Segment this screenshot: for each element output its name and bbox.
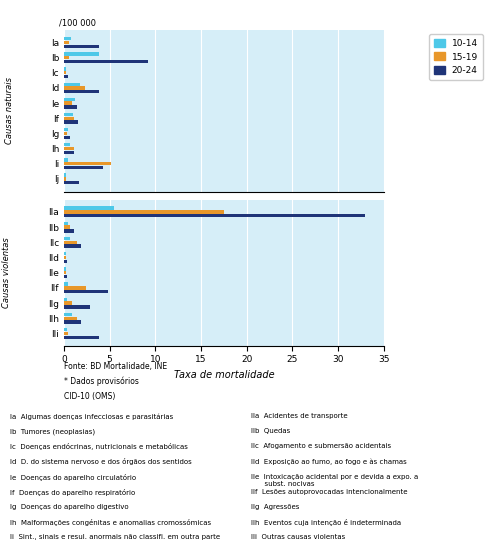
Text: IIf  Lesões autoprovocadas intencionalmente: IIf Lesões autoprovocadas intencionalmen…: [251, 489, 407, 495]
Bar: [64, 267, 66, 271]
Bar: [64, 271, 66, 274]
Bar: [64, 83, 80, 86]
Text: IId  Exposição ao fumo, ao fogo e às chamas: IId Exposição ao fumo, ao fogo e às cham…: [251, 458, 407, 465]
Legend: 10-14, 15-19, 20-24: 10-14, 15-19, 20-24: [429, 34, 483, 80]
Bar: [64, 86, 85, 90]
Bar: [64, 332, 67, 335]
Bar: [64, 117, 74, 120]
Bar: [64, 45, 99, 48]
Bar: [64, 241, 77, 244]
Bar: [64, 56, 68, 59]
Bar: [64, 41, 68, 44]
Text: IIc  Afogamento e submersão acidentais: IIc Afogamento e submersão acidentais: [251, 443, 391, 449]
Text: IIa  Acidentes de transporte: IIa Acidentes de transporte: [251, 413, 347, 419]
Text: Ib  Tumores (neoplasias): Ib Tumores (neoplasias): [10, 428, 95, 435]
Y-axis label: Causas violentas: Causas violentas: [2, 237, 11, 308]
Bar: [64, 37, 71, 40]
Bar: [64, 151, 74, 154]
Bar: [64, 147, 74, 150]
Bar: [64, 313, 72, 316]
Bar: [64, 143, 70, 146]
Text: /100 000: /100 000: [59, 18, 96, 27]
Text: Id  D. do sistema nervoso e dos órgãos dos sentidos: Id D. do sistema nervoso e dos órgãos do…: [10, 458, 191, 465]
Bar: [64, 245, 81, 248]
Bar: [64, 132, 67, 135]
Bar: [64, 286, 86, 289]
Text: IIi  Outras causas violentas: IIi Outras causas violentas: [251, 534, 345, 540]
Bar: [64, 290, 108, 293]
Bar: [64, 316, 77, 320]
Y-axis label: Causas naturais: Causas naturais: [4, 77, 14, 144]
Text: Ic  Doenças endócrinas, nutricionais e metabólicas: Ic Doenças endócrinas, nutricionais e me…: [10, 443, 188, 450]
Bar: [64, 320, 81, 324]
Bar: [64, 282, 67, 286]
Text: CID-10 (OMS): CID-10 (OMS): [64, 392, 115, 401]
Bar: [64, 60, 148, 63]
Text: If  Doenças do aparelho respiratório: If Doenças do aparelho respiratório: [10, 489, 135, 496]
Text: IIg  Agressões: IIg Agressões: [251, 504, 299, 510]
Bar: [64, 214, 366, 218]
Bar: [64, 177, 66, 180]
Bar: [64, 166, 103, 169]
Bar: [64, 113, 73, 116]
Bar: [64, 105, 77, 109]
Bar: [64, 252, 66, 255]
Bar: [64, 120, 78, 124]
Bar: [64, 102, 72, 105]
Bar: [64, 90, 99, 93]
Bar: [64, 162, 112, 165]
Bar: [64, 136, 70, 139]
Bar: [64, 336, 99, 339]
Text: Ii  Sint., sinais e resul. anormais não classifi. em outra parte: Ii Sint., sinais e resul. anormais não c…: [10, 534, 220, 540]
Bar: [64, 237, 70, 240]
Bar: [64, 225, 70, 229]
Bar: [64, 181, 79, 184]
Bar: [64, 210, 224, 214]
Bar: [64, 206, 114, 210]
Text: Ig  Doenças do aparelho digestivo: Ig Doenças do aparelho digestivo: [10, 504, 128, 510]
Bar: [64, 68, 66, 71]
Text: IIh  Eventos cuja intenção é indeterminada: IIh Eventos cuja intenção é indeterminad…: [251, 519, 401, 526]
Bar: [64, 98, 75, 101]
Bar: [64, 305, 90, 308]
Bar: [64, 298, 67, 301]
Bar: [64, 71, 66, 75]
Bar: [64, 275, 67, 278]
Bar: [64, 256, 66, 259]
Text: Ie  Doenças do aparelho circulatório: Ie Doenças do aparelho circulatório: [10, 474, 136, 481]
Bar: [64, 221, 67, 225]
Bar: [64, 158, 67, 161]
Text: IIb  Quedas: IIb Quedas: [251, 428, 290, 434]
Text: Fonte: BD Mortalidade, INE: Fonte: BD Mortalidade, INE: [64, 362, 167, 371]
Text: * Dados provisórios: * Dados provisórios: [64, 377, 139, 387]
Bar: [64, 52, 99, 56]
Bar: [64, 328, 67, 332]
Bar: [64, 229, 74, 233]
X-axis label: Taxa de mortalidade: Taxa de mortalidade: [174, 370, 274, 380]
Bar: [64, 75, 67, 78]
Text: Ia  Algumas doenças infecciosas e parasitárias: Ia Algumas doenças infecciosas e parasit…: [10, 413, 173, 420]
Bar: [64, 128, 67, 131]
Bar: [64, 173, 66, 177]
Text: Ih  Malformações congénitas e anomalias cromossómicas: Ih Malformações congénitas e anomalias c…: [10, 519, 211, 526]
Bar: [64, 301, 72, 305]
Bar: [64, 260, 67, 263]
Text: IIe  Intoxicação acidental por e devida a expo. a
      subst. nocivas: IIe Intoxicação acidental por e devida a…: [251, 474, 418, 487]
